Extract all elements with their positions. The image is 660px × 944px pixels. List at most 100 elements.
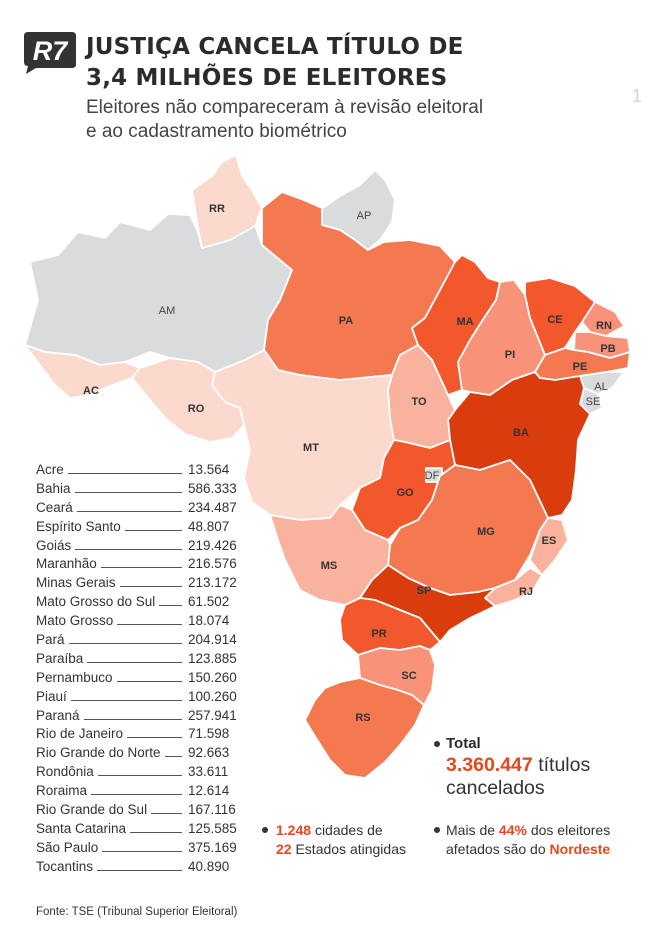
leader-line <box>83 718 182 720</box>
label-SE: SE <box>586 396 601 408</box>
state-name: Rio Grande do Norte <box>36 745 161 761</box>
cities-text: cidades de <box>314 822 383 838</box>
state-value: 33.611 <box>188 764 229 780</box>
label-CE: CE <box>547 314 562 326</box>
label-MG: MG <box>477 526 495 538</box>
total-unit: títulos <box>538 754 591 776</box>
state-name: Roraima <box>36 783 88 799</box>
state-value: 586.333 <box>188 480 237 496</box>
fact-nordeste-bullet <box>434 827 440 833</box>
state-value: 257.941 <box>188 707 237 723</box>
leader-line <box>87 661 182 663</box>
list-item: Espírito Santo 48.807 <box>36 519 242 538</box>
title-line-1: JUSTIÇA CANCELA TÍTULO DE <box>86 34 464 60</box>
label-PI: PI <box>505 349 515 361</box>
state-name: Paraíba <box>36 650 84 666</box>
state-value: 100.260 <box>188 688 237 704</box>
label-PR: PR <box>371 628 386 640</box>
corner-mark: 1 <box>632 86 643 106</box>
leader-line <box>151 813 182 815</box>
state-name: Maranhão <box>36 556 97 572</box>
nordeste-prefix: Mais de <box>446 822 496 838</box>
fact-nordeste: Mais de 44% dos eleitores afetados são d… <box>446 821 610 859</box>
state-value: 216.576 <box>188 556 237 572</box>
state-name: Mato Grosso <box>36 613 114 629</box>
nordeste-region: Nordeste <box>549 841 611 857</box>
state-value: 213.172 <box>188 575 237 591</box>
state-name: São Paulo <box>36 839 99 855</box>
state-RS <box>304 677 425 779</box>
label-TO: TO <box>411 396 427 408</box>
states-text: Estados atingidas <box>295 841 406 857</box>
label-SC: SC <box>401 670 416 682</box>
leader-line <box>164 756 182 758</box>
list-item: Tocantins 40.890 <box>36 859 242 878</box>
state-value: 219.426 <box>188 537 237 553</box>
label-RJ: RJ <box>519 586 533 598</box>
label-PA: PA <box>339 315 354 327</box>
total-value-block: 3.360.447 títulos cancelados <box>446 754 656 800</box>
state-value: 123.885 <box>188 650 237 666</box>
label-RN: RN <box>596 320 612 332</box>
list-item: Goiás 219.426 <box>36 538 242 557</box>
states-layer <box>24 154 631 779</box>
state-name: Rio Grande do Sul <box>36 802 148 818</box>
state-value: 167.116 <box>188 802 236 818</box>
state-TO <box>387 344 456 449</box>
leader-line <box>116 680 182 682</box>
label-AC: AC <box>83 385 99 397</box>
label-AM: AM <box>159 305 176 317</box>
page-subtitle: Eleitores não compareceram à revisão ele… <box>86 96 556 144</box>
label-GO: GO <box>396 487 414 499</box>
state-value: 40.890 <box>188 858 230 874</box>
state-value: 92.663 <box>188 745 230 761</box>
cities-number: 1.248 <box>276 822 312 838</box>
label-ES: ES <box>542 535 557 547</box>
leader-line <box>68 643 182 645</box>
state-name: Pará <box>36 632 65 648</box>
state-value: 61.502 <box>188 594 230 610</box>
state-name: Tocantins <box>36 858 94 874</box>
state-name: Ceará <box>36 499 73 515</box>
leader-line <box>130 831 182 833</box>
list-item: Paraíba 123.885 <box>36 651 242 670</box>
nordeste-middle: dos eleitores <box>530 822 611 838</box>
list-item: Acre 13.564 <box>36 462 242 481</box>
label-DF: DF <box>425 470 440 482</box>
state-value: 125.585 <box>188 820 237 836</box>
total-bullet <box>434 741 440 747</box>
nordeste-percent: 44% <box>498 822 527 838</box>
leader-line <box>124 529 182 531</box>
state-name: Santa Catarina <box>36 820 127 836</box>
leader-line <box>74 491 182 493</box>
total-suffix: cancelados <box>446 777 545 799</box>
state-name: Rio de Janeiro <box>36 726 124 742</box>
label-RO: RO <box>188 403 205 415</box>
state-value: 71.598 <box>188 726 230 742</box>
list-item: Ceará 234.487 <box>36 500 242 519</box>
state-value: 13.564 <box>188 462 230 477</box>
states-number: 22 <box>276 841 292 857</box>
title-line-2: 3,4 MILHÕES DE ELEITORES <box>86 65 448 91</box>
total-number: 3.360.447 <box>446 754 533 776</box>
label-MA: MA <box>456 316 473 328</box>
state-name: Acre <box>36 462 64 477</box>
logo-text: R7 <box>33 36 69 66</box>
list-item: Rio Grande do Norte 92.663 <box>36 745 242 764</box>
state-AM <box>24 213 293 373</box>
list-item: Paraná 257.941 <box>36 708 242 727</box>
leader-line <box>100 567 182 569</box>
state-name: Pernambuco <box>36 669 113 685</box>
total-label: Total <box>446 735 481 752</box>
state-ES <box>529 517 569 576</box>
list-item: Rondônia 33.611 <box>36 764 242 783</box>
list-item: Roraima 12.614 <box>36 783 242 802</box>
leader-line <box>119 586 182 588</box>
state-value: 48.807 <box>188 518 230 534</box>
leader-line <box>127 737 182 739</box>
label-SP: SP <box>417 585 432 597</box>
label-AP: AP <box>357 210 372 222</box>
logo-badge <box>24 32 76 74</box>
leader-line <box>70 699 182 701</box>
